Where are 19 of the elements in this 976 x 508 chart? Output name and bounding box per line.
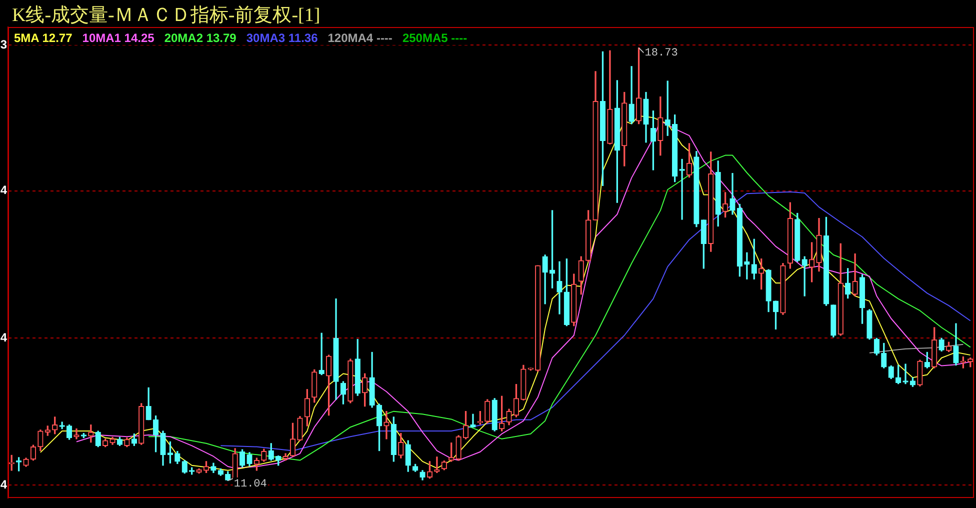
candlestick	[902, 364, 908, 384]
candlestick	[556, 261, 562, 314]
text: 3	[0, 37, 8, 52]
text: 4	[0, 183, 8, 198]
text: 4	[0, 477, 8, 492]
annotation: 18.73	[644, 48, 678, 60]
candlestick	[59, 422, 65, 430]
text: 120MA4 ----	[328, 31, 392, 45]
text: 4	[0, 330, 8, 344]
chart-title: K线-成交量-ＭＡＣＤ指标-前复权-[1]	[12, 4, 320, 28]
annotation: 11.04	[234, 478, 268, 490]
text: 30MA3 11.36	[246, 31, 318, 45]
text: 5MA 12.77	[14, 31, 72, 45]
text: 10MA1 14.25	[82, 31, 154, 45]
candlestick	[470, 414, 476, 428]
legend-label: 250MA5 ----	[402, 31, 468, 45]
text: 20MA2 13.79	[164, 31, 236, 45]
candlestick	[384, 411, 390, 440]
candlestick	[679, 158, 685, 220]
